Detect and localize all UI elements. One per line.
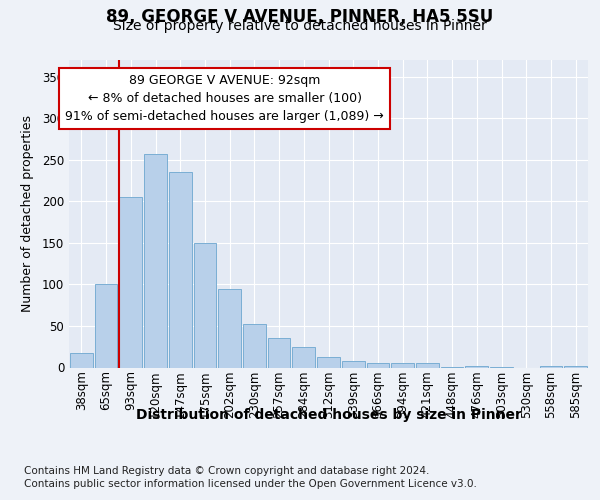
Bar xyxy=(564,366,587,368)
Bar xyxy=(466,366,488,368)
Text: Contains public sector information licensed under the Open Government Licence v3: Contains public sector information licen… xyxy=(24,479,477,489)
Text: Distribution of detached houses by size in Pinner: Distribution of detached houses by size … xyxy=(136,408,522,422)
Bar xyxy=(416,364,439,368)
Bar xyxy=(70,354,93,368)
Bar xyxy=(342,361,365,368)
Y-axis label: Number of detached properties: Number of detached properties xyxy=(20,116,34,312)
Bar xyxy=(243,324,266,368)
Text: 89, GEORGE V AVENUE, PINNER, HA5 5SU: 89, GEORGE V AVENUE, PINNER, HA5 5SU xyxy=(106,8,494,26)
Bar xyxy=(292,346,315,368)
Text: Contains HM Land Registry data © Crown copyright and database right 2024.: Contains HM Land Registry data © Crown c… xyxy=(24,466,430,476)
Text: Size of property relative to detached houses in Pinner: Size of property relative to detached ho… xyxy=(113,19,487,33)
Bar xyxy=(169,172,191,368)
Bar xyxy=(391,364,414,368)
Bar xyxy=(194,243,216,368)
Bar xyxy=(367,362,389,368)
Bar xyxy=(119,197,142,368)
Bar xyxy=(268,338,290,368)
Text: 89 GEORGE V AVENUE: 92sqm
← 8% of detached houses are smaller (100)
91% of semi-: 89 GEORGE V AVENUE: 92sqm ← 8% of detach… xyxy=(65,74,384,123)
Bar xyxy=(317,356,340,368)
Bar xyxy=(539,366,562,368)
Bar xyxy=(218,288,241,368)
Bar xyxy=(95,284,118,368)
Bar xyxy=(490,366,513,368)
Bar xyxy=(441,366,463,368)
Bar xyxy=(144,154,167,368)
